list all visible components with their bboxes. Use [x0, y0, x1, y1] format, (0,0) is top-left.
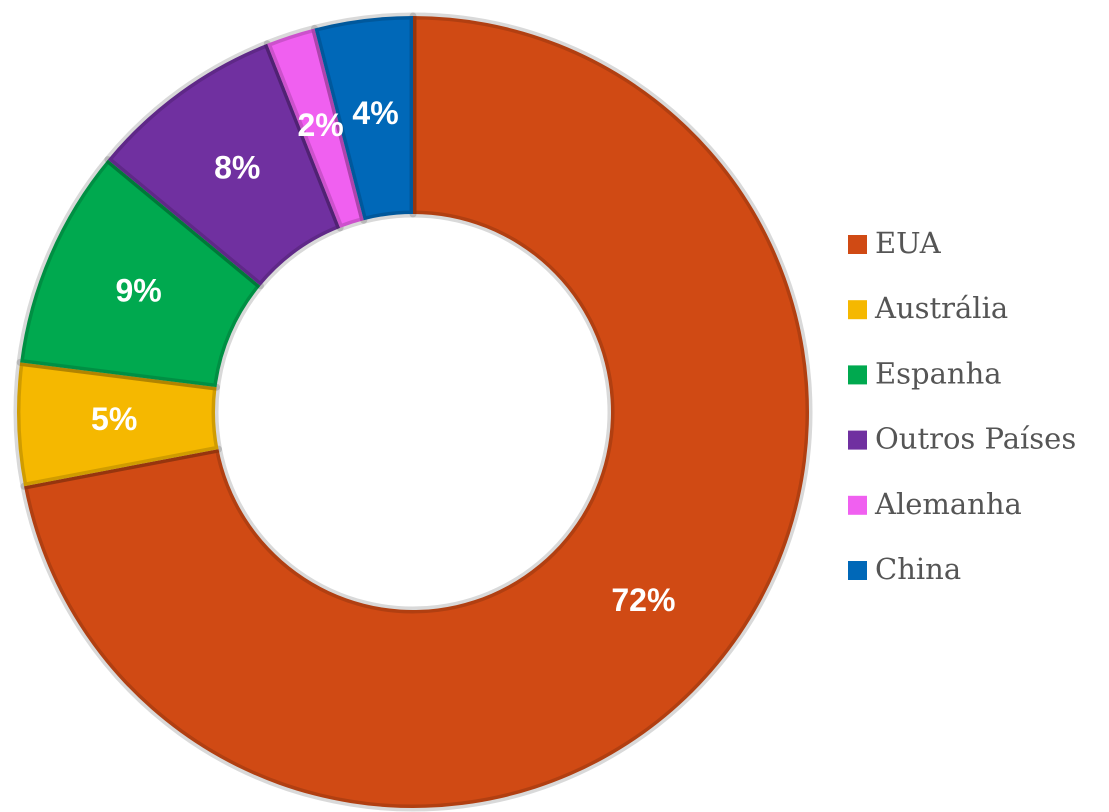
legend-swatch: [848, 365, 867, 385]
donut-slice: [104, 40, 344, 290]
donut-slice: [20, 12, 813, 812]
data-label: 5%: [91, 401, 137, 437]
data-label: 72%: [611, 582, 675, 618]
legend-swatch: [848, 430, 867, 450]
legend-label: EUA: [875, 226, 942, 260]
legend-swatch: [848, 300, 867, 320]
data-label: 2%: [297, 107, 343, 143]
donut-slice: [311, 12, 417, 224]
legend-label: Alemanha: [874, 487, 1022, 521]
legend-swatch: [848, 561, 867, 580]
legend-swatch: [848, 495, 867, 515]
data-label: 8%: [214, 150, 260, 186]
data-label: 9%: [115, 273, 161, 309]
legend-swatch: [848, 235, 867, 254]
data-label: 4%: [352, 95, 398, 131]
legend-label: Outros Países: [875, 422, 1076, 456]
legend-label: China: [875, 552, 961, 586]
legend-label: Espanha: [875, 356, 1002, 390]
donut-slice: [263, 24, 368, 232]
donut-slice: [16, 156, 264, 391]
legend-label: Austrália: [874, 291, 1008, 325]
